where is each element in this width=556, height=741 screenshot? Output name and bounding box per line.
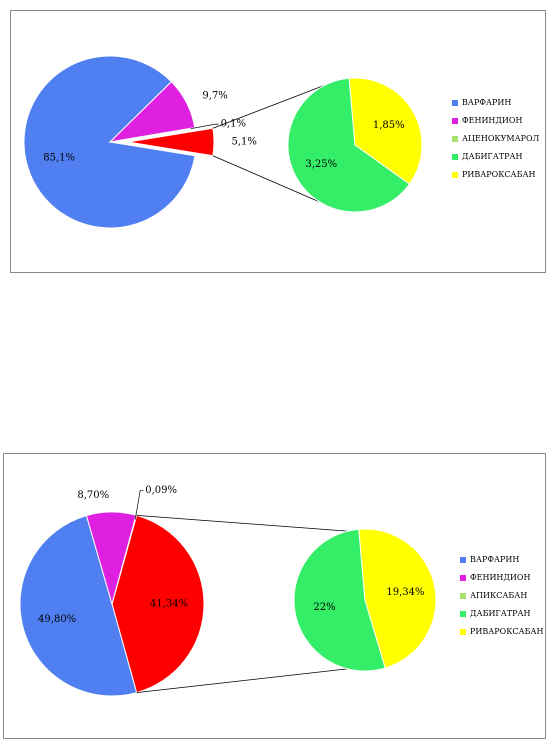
value-label: 22% [313, 602, 335, 613]
value-label: 5,1% [231, 137, 256, 148]
pie-slice [287, 77, 411, 213]
legend-swatch [460, 629, 466, 635]
legend-label: ФЕНИНДИОН [462, 116, 522, 125]
value-label: 1,85% [373, 120, 405, 131]
legend-swatch [452, 172, 458, 178]
legend-swatch [452, 136, 458, 142]
value-label: 9,7% [202, 90, 227, 101]
value-label: 19,34% [386, 587, 424, 598]
value-label: 85,1% [43, 153, 75, 164]
leader-line [134, 490, 144, 520]
pie-slice [293, 528, 386, 672]
legend-swatch [452, 118, 458, 124]
chart-frame [3, 453, 546, 739]
pie-slice [127, 127, 215, 157]
value-label: 3,25% [305, 159, 337, 170]
leader-line [190, 123, 219, 130]
legend-label: ДАБИГАТРАН [462, 152, 523, 161]
legend-swatch [460, 557, 466, 563]
connector-line [136, 514, 348, 532]
value-label: 8,70% [77, 490, 109, 501]
legend-label: АЦЕНОКУМАРОЛ [462, 134, 540, 143]
legend-label: ФЕНИНДИОН [470, 573, 530, 582]
legend-label: АПИКСАБАН [470, 591, 527, 600]
legend-swatch [460, 593, 466, 599]
legend-swatch [460, 575, 466, 581]
pie-slice [19, 515, 138, 697]
value-label: 0,1% [221, 119, 246, 130]
legend-label: РИВАРОКСАБАН [462, 170, 536, 179]
value-label: 0,09% [145, 485, 177, 496]
connector-line [136, 668, 348, 694]
legend-label: ВАРФАРИН [470, 555, 519, 564]
legend-swatch [452, 154, 458, 160]
legend-label: ДАБИГАТРАН [470, 609, 531, 618]
legend-label: РИВАРОКСАБАН [470, 627, 544, 636]
pie-slice [358, 528, 437, 669]
value-label: 49,80% [38, 614, 76, 625]
pie-slice [348, 77, 423, 185]
legend-swatch [460, 611, 466, 617]
pie-slice [111, 514, 205, 694]
legend-swatch [452, 100, 458, 106]
connector-line [212, 79, 339, 129]
legend-label: ВАРФАРИН [462, 98, 511, 107]
value-label: 41,34% [150, 599, 188, 610]
chart-frame [10, 10, 546, 273]
